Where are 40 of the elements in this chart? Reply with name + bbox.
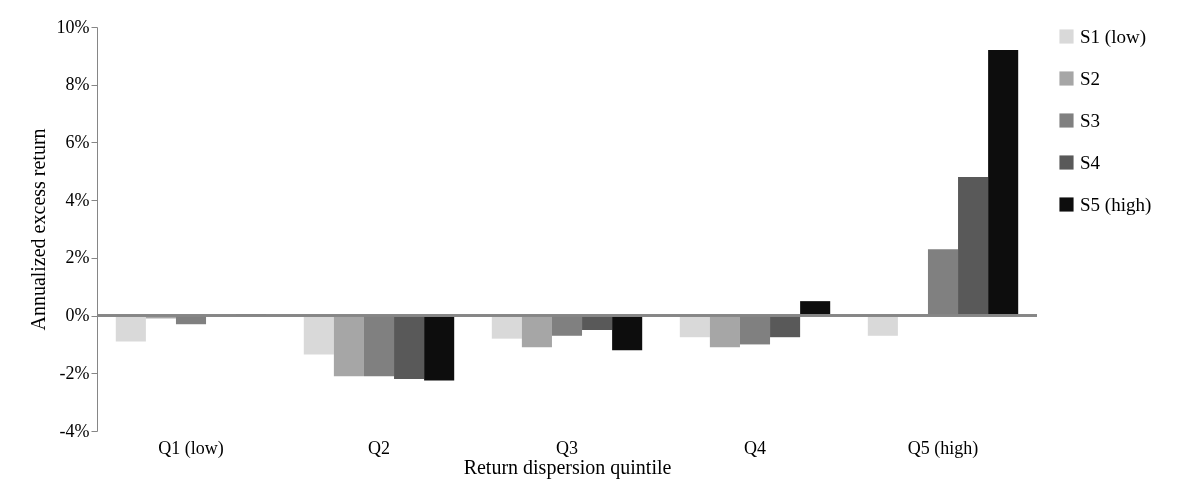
bar (770, 315, 801, 338)
bar (303, 315, 334, 355)
legend-label: S3 (1080, 109, 1101, 131)
y-tick-label: -2% (59, 362, 90, 383)
bar (958, 177, 989, 316)
x-tick-label: Q2 (368, 437, 390, 458)
bar (739, 315, 771, 345)
bar (491, 315, 522, 339)
bar (115, 315, 146, 342)
y-tick-label: 8% (65, 74, 90, 95)
bar (551, 315, 583, 336)
bar (927, 249, 959, 316)
bar (679, 315, 710, 338)
y-tick-label: 4% (65, 189, 90, 210)
bar (175, 315, 207, 325)
y-tick-label: 2% (65, 247, 90, 268)
legend-label: S4 (1080, 151, 1101, 173)
bar (363, 315, 395, 377)
x-tick-label: Q1 (low) (158, 437, 224, 459)
bar (612, 315, 643, 351)
bar (521, 315, 552, 348)
legend-label: S5 (high) (1080, 193, 1152, 216)
x-tick-label: Q4 (744, 437, 766, 458)
bar (800, 301, 831, 316)
bar (988, 50, 1019, 316)
x-tick-label: Q5 (high) (907, 437, 979, 459)
bar (582, 315, 613, 330)
legend-label: S1 (low) (1080, 25, 1146, 48)
bar (709, 315, 740, 348)
y-tick-label: 10% (56, 16, 90, 37)
bar (867, 315, 898, 336)
y-axis-title: Annualized excess return (26, 128, 49, 331)
y-tick-label: 6% (65, 131, 90, 152)
x-tick-label: Q3 (556, 437, 578, 458)
bar (333, 315, 364, 377)
y-tick-label: -4% (59, 420, 90, 441)
legend-label: S2 (1080, 67, 1101, 89)
bar (394, 315, 425, 380)
bar (424, 315, 455, 381)
y-tick-label: 0% (65, 305, 90, 326)
